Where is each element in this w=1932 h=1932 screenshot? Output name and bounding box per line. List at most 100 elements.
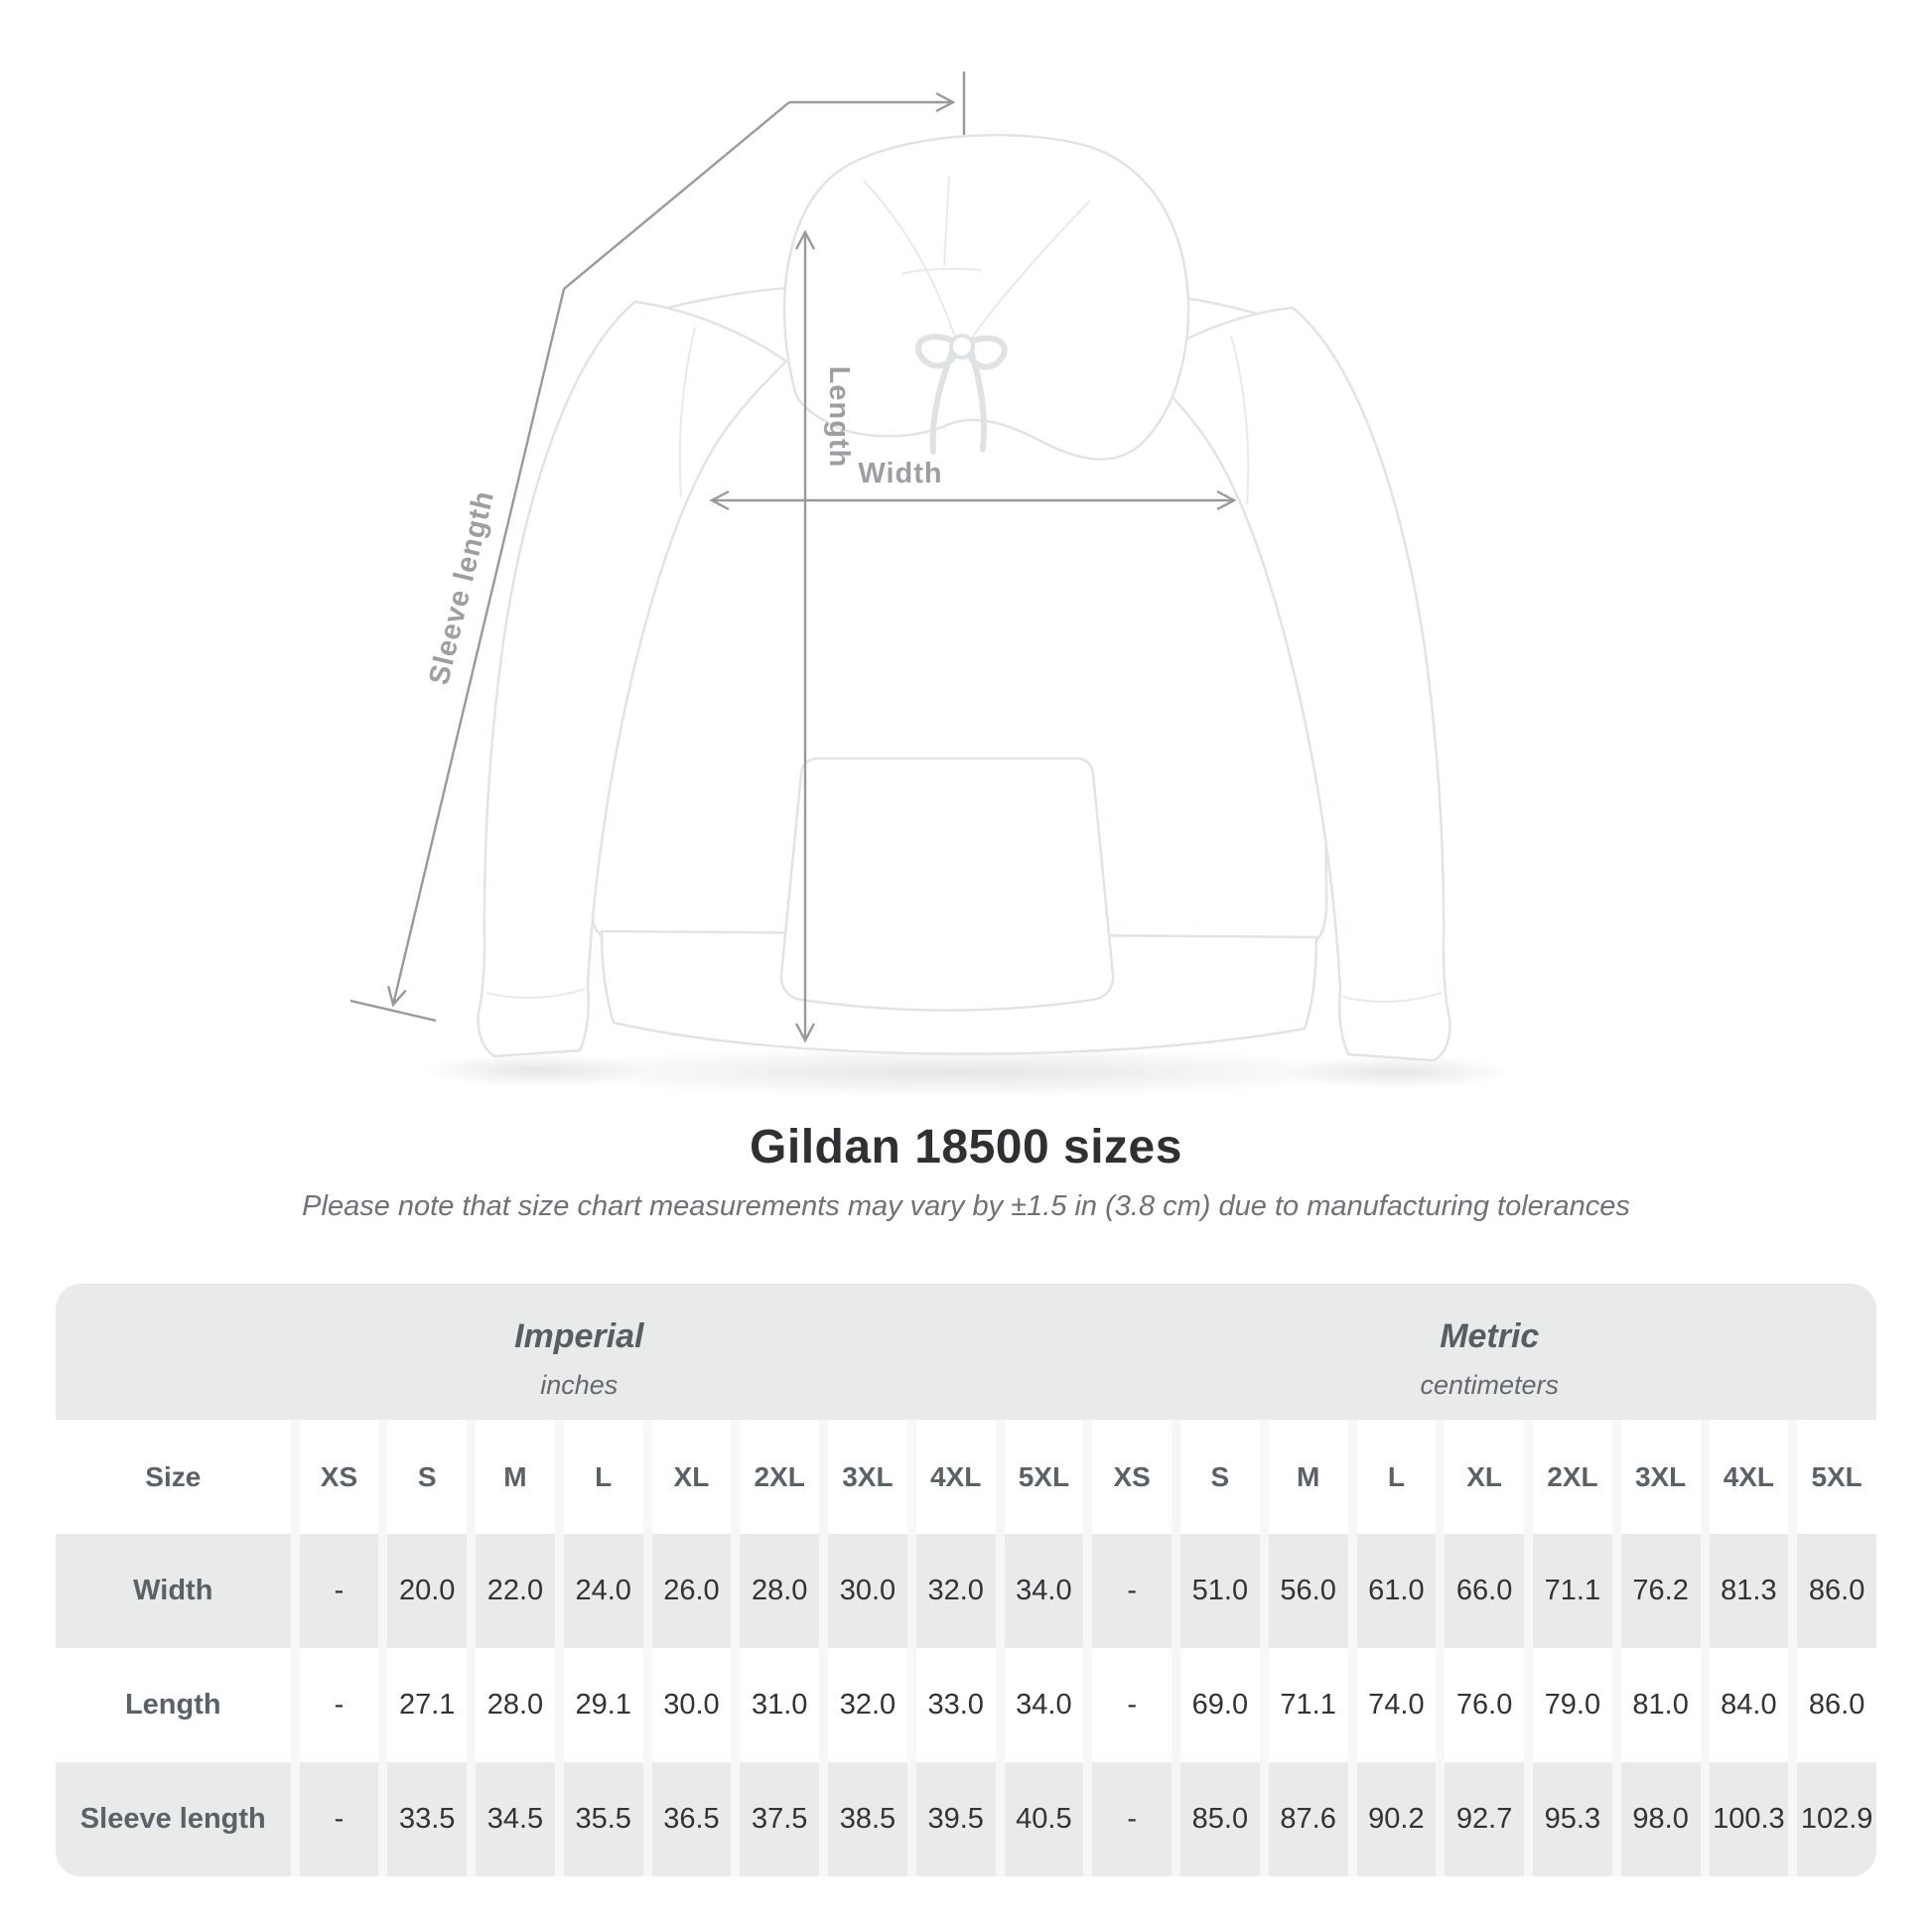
value-cell: 33.0: [915, 1648, 996, 1762]
column-header-imperial-s: S: [387, 1420, 468, 1534]
measurement-lines: [349, 71, 1237, 1043]
sleeve-length-label: Sleeve length: [423, 487, 500, 688]
value-cell: 30.0: [828, 1534, 907, 1648]
value-cell: 31.0: [740, 1648, 820, 1762]
value-cell: -: [1092, 1648, 1173, 1762]
unit-group-band: Imperial inches Metric centimeters: [56, 1284, 1876, 1420]
column-header-metric-s: S: [1180, 1420, 1260, 1534]
imperial-sublabel: inches: [540, 1370, 619, 1400]
value-cell: 34.0: [1004, 1534, 1084, 1648]
tolerance-note: Please note that size chart measurements…: [302, 1190, 1630, 1222]
drawstring-bow: [915, 334, 1008, 455]
value-cell: 66.0: [1445, 1534, 1525, 1648]
caption-block: Gildan 18500 sizes Please note that size…: [0, 1120, 1932, 1223]
table-row-sleeve-length: Sleeve length -33.5 34.5 35.5 36.5 37.5 38.5 39…: [56, 1762, 1876, 1876]
value-cell: 81.0: [1620, 1648, 1701, 1762]
sleeve-diagonal-upper: [563, 101, 790, 290]
value-cell: 38.5: [828, 1762, 907, 1876]
row-label-cell: Width: [56, 1534, 291, 1648]
table-row-width: Width -20.0 22.0 24.0 26.0 28.0 30.0 32.0 34.0-5…: [56, 1534, 1876, 1648]
column-header-imperial-5xl: 5XL: [1004, 1420, 1084, 1534]
value-cell: 87.6: [1268, 1762, 1348, 1876]
imperial-label: Imperial: [514, 1317, 644, 1355]
value-cell: -: [1092, 1534, 1173, 1648]
value-cell: 36.5: [651, 1762, 732, 1876]
column-header-imperial-2xl: 2XL: [740, 1420, 820, 1534]
column-header-metric-m: M: [1268, 1420, 1348, 1534]
value-cell: 74.0: [1356, 1648, 1437, 1762]
metric-sublabel: centimeters: [1420, 1370, 1560, 1400]
value-cell: 90.2: [1356, 1762, 1437, 1876]
hoodie-illustration: [477, 133, 1451, 1062]
value-cell: 39.5: [915, 1762, 996, 1876]
column-header-imperial-3xl: 3XL: [828, 1420, 907, 1534]
row-label-cell: Length: [56, 1648, 291, 1762]
value-cell: 35.5: [563, 1762, 643, 1876]
imperial-group: Imperial inches: [56, 1284, 1103, 1420]
value-cell: 92.7: [1445, 1762, 1525, 1876]
value-cell: 34.0: [1004, 1648, 1084, 1762]
value-cell: 61.0: [1356, 1534, 1437, 1648]
length-label: Length: [823, 366, 855, 469]
value-cell: 30.0: [651, 1648, 732, 1762]
value-cell: 76.2: [1620, 1534, 1701, 1648]
value-cell: 76.0: [1445, 1648, 1525, 1762]
width-label: Width: [858, 458, 942, 489]
column-header-metric-2xl: 2XL: [1533, 1420, 1612, 1534]
column-header-imperial-l: L: [563, 1420, 643, 1534]
size-table-rows: Size XS S M L XL 2XL 3XL 4XL 5XL XS S M L XL 2XL 3XL 4XL 5…: [56, 1420, 1876, 1876]
column-header-imperial-4xl: 4XL: [915, 1420, 996, 1534]
column-header-imperial-xs: XS: [299, 1420, 379, 1534]
value-cell: 32.0: [828, 1648, 907, 1762]
value-cell: 71.1: [1268, 1648, 1348, 1762]
value-cell: 20.0: [387, 1534, 468, 1648]
value-cell: 100.3: [1709, 1762, 1789, 1876]
value-cell: 34.5: [476, 1762, 555, 1876]
column-header-row: Size XS S M L XL 2XL 3XL 4XL 5XL XS S M L XL 2XL 3XL 4XL 5…: [56, 1420, 1876, 1534]
row-label-cell: Sleeve length: [56, 1762, 291, 1876]
value-cell: -: [299, 1534, 379, 1648]
value-cell: 28.0: [476, 1648, 555, 1762]
column-header-metric-xl: XL: [1445, 1420, 1525, 1534]
hoodie-size-diagram: Length Width Sleeve length: [349, 71, 1512, 1098]
value-cell: -: [1092, 1762, 1173, 1876]
value-cell: -: [299, 1648, 379, 1762]
value-cell: 71.1: [1533, 1534, 1612, 1648]
value-cell: 22.0: [476, 1534, 555, 1648]
value-cell: 69.0: [1180, 1648, 1260, 1762]
value-cell: 84.0: [1709, 1648, 1789, 1762]
value-cell: 56.0: [1268, 1534, 1348, 1648]
value-cell: 98.0: [1620, 1762, 1701, 1876]
column-header-metric-xs: XS: [1092, 1420, 1173, 1534]
value-cell: 32.0: [915, 1534, 996, 1648]
value-cell: 86.0: [1797, 1648, 1876, 1762]
column-header-metric-5xl: 5XL: [1797, 1420, 1876, 1534]
value-cell: 26.0: [651, 1534, 732, 1648]
value-cell: 28.0: [740, 1534, 820, 1648]
value-cell: 40.5: [1004, 1762, 1084, 1876]
sleeve-diagonal-lower: [387, 288, 566, 1008]
column-header-metric-l: L: [1356, 1420, 1437, 1534]
value-cell: 79.0: [1533, 1648, 1612, 1762]
value-cell: 29.1: [563, 1648, 643, 1762]
value-cell: 81.3: [1709, 1534, 1789, 1648]
size-table: Imperial inches Metric centimeters Size X…: [56, 1284, 1876, 1876]
size-column-header: Size: [56, 1420, 291, 1534]
value-cell: 37.5: [740, 1762, 820, 1876]
value-cell: 86.0: [1797, 1534, 1876, 1648]
column-header-metric-3xl: 3XL: [1620, 1420, 1701, 1534]
table-row-length: Length -27.1 28.0 29.1 30.0 31.0 32.0 33.0 34.0-…: [56, 1648, 1876, 1762]
metric-group: Metric centimeters: [1103, 1284, 1876, 1420]
value-cell: 102.9: [1797, 1762, 1876, 1876]
column-header-imperial-xl: XL: [651, 1420, 732, 1534]
page-title: Gildan 18500 sizes: [750, 1121, 1182, 1173]
column-header-metric-4xl: 4XL: [1709, 1420, 1789, 1534]
value-cell: 27.1: [387, 1648, 468, 1762]
garment-shadow: [422, 1046, 1512, 1098]
value-cell: 33.5: [387, 1762, 468, 1876]
value-cell: 51.0: [1180, 1534, 1260, 1648]
value-cell: -: [299, 1762, 379, 1876]
value-cell: 85.0: [1180, 1762, 1260, 1876]
value-cell: 24.0: [563, 1534, 643, 1648]
